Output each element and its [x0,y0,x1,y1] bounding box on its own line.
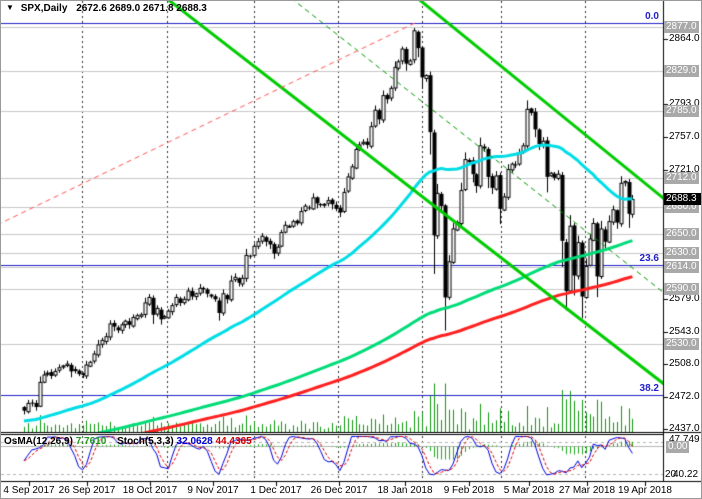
current-price-badge: 2688.3 [664,193,701,205]
date-tick-label: 5 Mar 2018 [503,485,555,496]
price-tick-label: 2793.0 [669,98,700,109]
price-level-badge: 2614.0 [664,261,699,273]
price-tick-label: 2437.0 [669,423,700,434]
date-tick-label: 9 Feb 2018 [443,485,495,496]
price-level-badge: 2829.0 [664,65,699,77]
price-tick-label: 2579.0 [669,293,700,304]
price-level-badge: 2877.0 [664,21,699,33]
stoch-label: Stoch(5,3,3) [117,436,174,447]
indicator-axis-label: 40.22 [673,469,699,480]
price-level-badge: 2712.0 [664,172,699,184]
date-tick-label: 1 Dec 2017 [250,485,302,496]
date-tick-label: 26 Dec 2017 [310,485,368,496]
indicator-zero-badge: 0.00 [666,441,690,453]
date-tick-label: 4 Sep 2017 [3,485,55,496]
ohlc-readout: 2672.6 2689.0 2671.8 2688.3 [76,3,207,14]
stoch-k-value: 32.0628 [176,436,213,447]
indicator-axis-label: 47.749 [669,434,700,445]
osma-label: OsMA(12,26,9) [4,436,73,447]
indicator-title: OsMA(12,26,9) 7.7610 Stoch(5,3,3) 32.062… [4,436,252,447]
symbol-dropdown-icon[interactable]: ▼ [6,3,14,12]
stoch-d-value: 44.4365 [215,436,252,447]
price-tick-label: 2721.0 [669,164,700,175]
fib-level-label: 0.0 [645,11,659,22]
price-level-badge: 2630.0 [664,247,699,259]
date-tick-label: 18 Oct 2017 [122,485,178,496]
price-tick-label: 2508.0 [669,358,700,369]
fib-level-label: 23.6 [639,253,659,264]
price-level-badge: 2650.0 [664,228,699,240]
price-tick-label: 2472.0 [669,391,700,402]
osma-value: 7.7610 [75,436,107,447]
indicator-axis-label: 20 [665,469,677,480]
symbol-timeframe: SPX,Daily [20,3,68,14]
chart-title: ▼ SPX,Daily 2672.6 2689.0 2671.8 2688.3 [6,3,207,14]
date-tick-label: 9 Nov 2017 [187,485,239,496]
price-tick-label: 2543.0 [669,326,700,337]
price-level-badge: 2530.0 [664,338,699,350]
price-level-badge: 2785.0 [664,105,699,117]
fib-level-label: 38.2 [639,383,659,394]
price-tick-label: 2864.0 [669,33,700,44]
price-level-badge: 2590.0 [664,283,699,295]
date-tick-label: 19 Apr 2018 [618,485,672,496]
date-tick-label: 26 Sep 2017 [58,485,116,496]
date-tick-label: 27 Mar 2018 [558,485,616,496]
date-tick-label: 18 Jan 2018 [377,485,433,496]
price-tick-label: 2757.0 [669,131,700,142]
